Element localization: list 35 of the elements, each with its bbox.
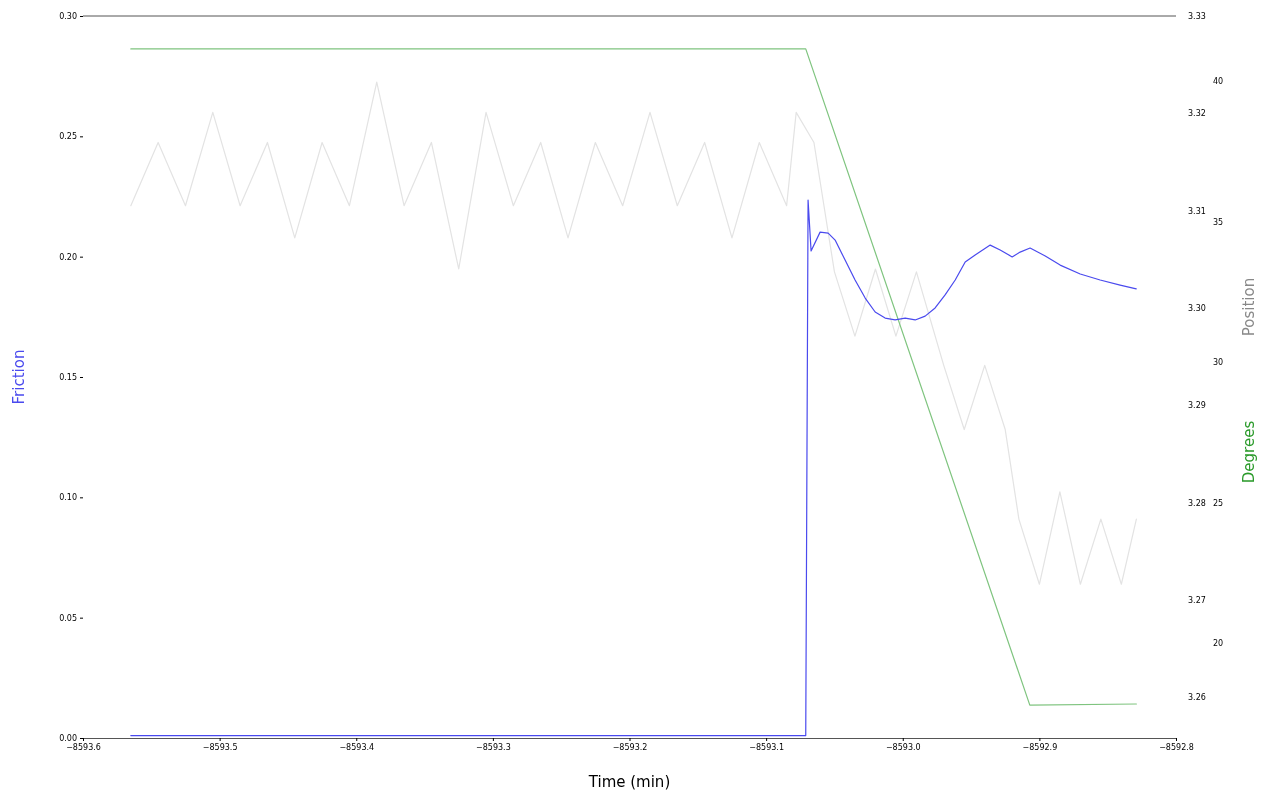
y2-tick-label: 3.31 bbox=[1188, 206, 1206, 216]
y3-tick-label: 35 bbox=[1213, 217, 1224, 227]
y-tick-label: 0.20 bbox=[59, 252, 77, 262]
y2-tick-label: 3.28 bbox=[1188, 498, 1206, 508]
x-tick-label: −8593.4 bbox=[339, 742, 375, 752]
y-tick-label: 0.30 bbox=[59, 12, 77, 22]
x-axis-title: Time (min) bbox=[587, 773, 671, 791]
x-tick-label: −8592.8 bbox=[1159, 742, 1194, 752]
y2-tick-label: 3.33 bbox=[1188, 12, 1206, 22]
x-tick-label: −8593.0 bbox=[885, 742, 921, 752]
y2-axis-title: Position bbox=[1240, 277, 1258, 337]
x-tick-label: −8593.2 bbox=[612, 742, 648, 752]
line-series bbox=[130, 199, 1137, 737]
y3-tick-label: 20 bbox=[1213, 639, 1224, 649]
y3-tick-label: 25 bbox=[1213, 498, 1224, 508]
y2-tick-label: 3.32 bbox=[1188, 109, 1206, 119]
y3-tick-label: 30 bbox=[1213, 358, 1224, 368]
y3-axis-title: Degrees bbox=[1240, 420, 1258, 484]
y-axis-title: Friction bbox=[10, 349, 28, 405]
y-tick-label: 0.00 bbox=[59, 734, 77, 744]
x-tick-label: −8592.9 bbox=[1022, 742, 1058, 752]
y3-tick-label: 40 bbox=[1213, 76, 1224, 86]
y-tick-label: 0.10 bbox=[59, 493, 77, 503]
x-tick-label: −8593.3 bbox=[476, 742, 511, 752]
y2-tick-label: 3.27 bbox=[1188, 595, 1206, 605]
y2-tick-label: 3.29 bbox=[1188, 401, 1206, 411]
y2-tick-label: 3.30 bbox=[1188, 303, 1206, 313]
x-tick-label: −8593.1 bbox=[749, 742, 784, 752]
x-tick-label: −8593.6 bbox=[66, 742, 101, 752]
x-tick-label: −8593.5 bbox=[202, 742, 238, 752]
y-tick-label: 0.25 bbox=[59, 132, 77, 142]
line-series bbox=[130, 81, 1137, 585]
y-tick-label: 0.15 bbox=[59, 373, 77, 383]
y2-tick-label: 3.26 bbox=[1188, 693, 1206, 703]
y-tick-label: 0.05 bbox=[59, 613, 77, 623]
